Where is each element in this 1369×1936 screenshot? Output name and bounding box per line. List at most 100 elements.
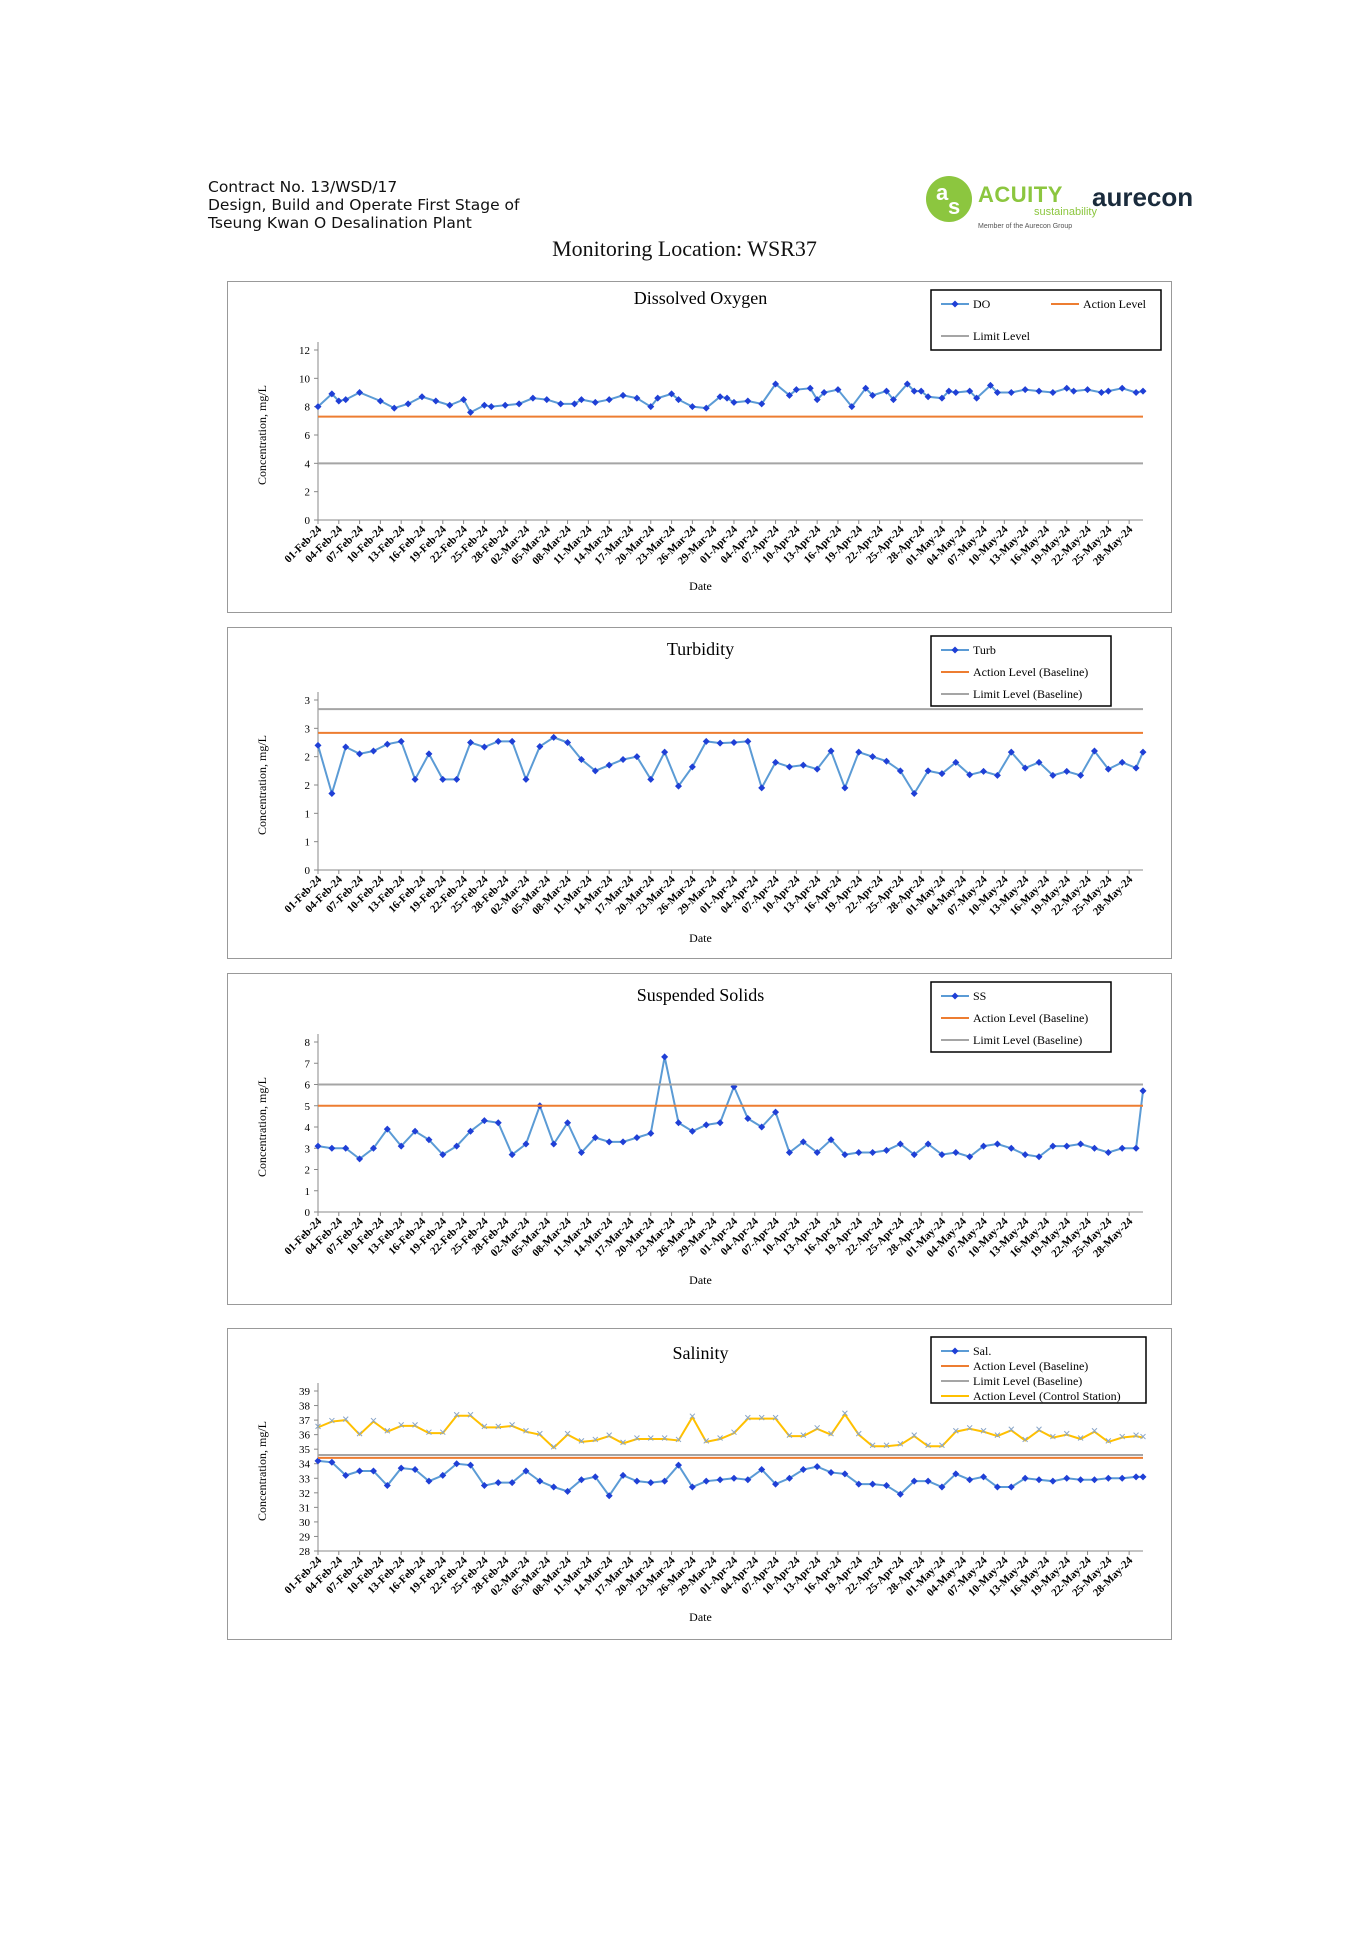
data-point — [647, 775, 655, 783]
data-point — [467, 1127, 475, 1135]
data-point — [952, 1427, 959, 1434]
data-point — [591, 398, 599, 406]
data-point — [467, 1461, 475, 1469]
data-point — [418, 393, 426, 401]
data-point — [577, 1476, 585, 1484]
data-point — [1139, 1473, 1147, 1481]
data-point — [786, 1432, 793, 1438]
data-point — [882, 1146, 890, 1154]
data-point — [675, 1461, 683, 1469]
data-point — [536, 1477, 544, 1485]
data-point — [785, 391, 793, 399]
y-tick-label: 31 — [299, 1502, 310, 1514]
data-point — [606, 1432, 613, 1438]
legend-box — [930, 1336, 1147, 1404]
legend-label: Limit Level — [973, 329, 1031, 343]
data-point — [758, 400, 766, 408]
data-point — [619, 1471, 627, 1479]
data-point — [342, 1471, 350, 1479]
data-point — [688, 1483, 696, 1491]
acuity-logo-icon: a s — [926, 176, 972, 222]
data-point — [328, 1144, 336, 1152]
data-point — [1139, 1087, 1147, 1095]
data-point — [383, 1125, 391, 1133]
data-point — [1035, 1476, 1043, 1484]
data-point — [661, 1053, 669, 1061]
data-point — [397, 1464, 405, 1472]
data-point — [772, 1414, 779, 1421]
legend-label: Limit Level (Baseline) — [973, 1374, 1082, 1388]
y-tick-label: 37 — [299, 1415, 311, 1427]
data-point — [911, 1432, 918, 1438]
data-point — [356, 1467, 364, 1475]
data-point — [523, 1427, 529, 1434]
y-tick-label: 6 — [305, 430, 311, 442]
data-point — [508, 1151, 516, 1159]
data-point — [939, 1442, 945, 1449]
data-point — [384, 1427, 391, 1434]
data-point — [467, 408, 475, 416]
data-point — [543, 396, 551, 404]
data-point — [1063, 1142, 1071, 1150]
data-point — [675, 396, 683, 404]
data-point — [806, 384, 814, 392]
data-point — [855, 1149, 863, 1156]
data-point — [654, 394, 662, 402]
data-point — [925, 1442, 931, 1449]
data-point — [529, 394, 537, 402]
data-point — [633, 753, 641, 761]
data-point — [841, 1470, 849, 1478]
data-point — [1008, 1426, 1015, 1433]
data-point — [980, 1473, 988, 1481]
y-tick-label: 5 — [305, 1101, 311, 1113]
data-point — [647, 1129, 655, 1137]
data-point — [577, 396, 585, 404]
chart-dissolved-oxygen-svg: Dissolved Oxygen 0 2 4 6 8 10 12 Concentration, … — [255, 288, 1162, 593]
data-point — [688, 1127, 696, 1135]
data-point — [619, 391, 627, 399]
data-point — [501, 401, 509, 409]
data-point — [467, 739, 475, 746]
data-point — [813, 765, 821, 773]
data-point — [495, 1423, 502, 1430]
data-point — [1007, 389, 1015, 396]
data-point — [869, 1480, 877, 1488]
data-point — [827, 1136, 835, 1144]
data-point — [820, 389, 828, 396]
data-point — [522, 1467, 530, 1475]
x-axis-label: Date — [689, 579, 712, 593]
data-point — [633, 394, 641, 402]
data-point — [917, 387, 925, 395]
data-point — [702, 1121, 710, 1129]
data-point — [869, 1149, 877, 1156]
data-point — [1063, 767, 1071, 775]
data-point — [522, 775, 530, 783]
data-point — [896, 767, 904, 775]
data-point — [314, 1142, 322, 1150]
chart-title: Turbidity — [667, 639, 734, 659]
data-point — [411, 1127, 419, 1135]
data-point — [772, 758, 780, 766]
data-point — [634, 1435, 640, 1441]
data-point — [426, 1429, 432, 1436]
data-point — [1104, 387, 1112, 395]
data-point — [862, 384, 870, 392]
data-point — [973, 394, 981, 402]
data-point — [1133, 1432, 1139, 1438]
data-point — [446, 401, 454, 409]
acuity-logo-text: ACUITY — [978, 182, 1063, 207]
data-point — [980, 1427, 987, 1434]
data-point — [369, 747, 377, 755]
data-point — [1077, 1435, 1084, 1441]
data-point — [945, 387, 953, 395]
data-point — [335, 397, 343, 405]
legend-label: SS — [973, 989, 986, 1003]
data-point — [605, 1138, 613, 1146]
legend-marker — [951, 992, 959, 1000]
data-point — [828, 1430, 834, 1437]
data-point — [966, 771, 974, 779]
data-point — [938, 1483, 946, 1491]
data-point — [813, 1149, 821, 1156]
legend-label: Limit Level (Baseline) — [973, 1033, 1082, 1047]
